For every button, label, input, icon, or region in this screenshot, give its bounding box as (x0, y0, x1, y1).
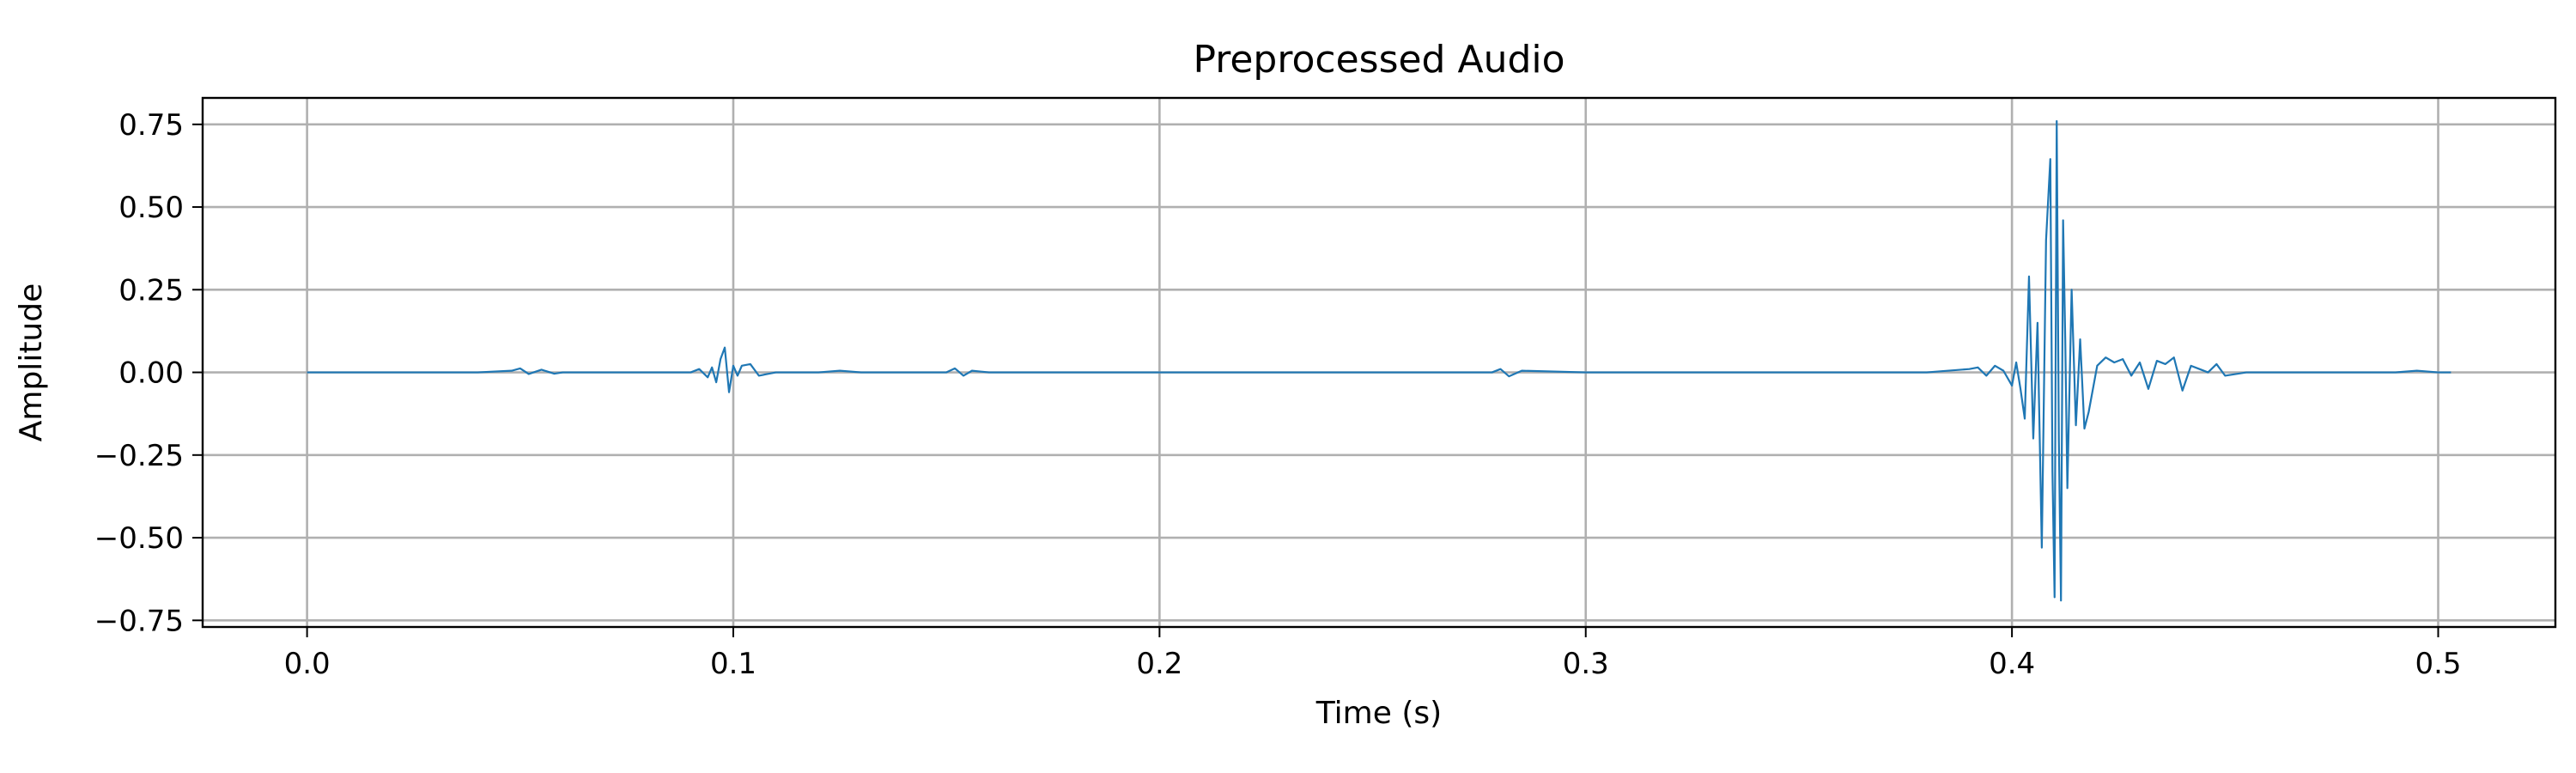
plot-frame (201, 96, 2557, 629)
y-tick-label: 0.50 (118, 191, 184, 225)
y-tick-label: 0.75 (118, 108, 184, 143)
x-tick-label: 0.4 (1989, 647, 2035, 681)
y-tick-label: −0.75 (94, 604, 184, 638)
x-tick-label: 0.3 (1563, 647, 1609, 681)
y-tick-label: −0.50 (94, 521, 184, 556)
x-tick-label: 0.2 (1136, 647, 1182, 681)
x-tick-label: 0.1 (710, 647, 756, 681)
x-tick-label: 0.5 (2415, 647, 2461, 681)
axis-ticks: 0.0 0.1 0.2 0.3 0.4 0.5 −0.75 −0.50 −0.25 0.00 0.2… (94, 108, 2462, 681)
waveform-line (307, 119, 2451, 602)
series-layer (307, 119, 2451, 602)
y-tick-label: 0.25 (118, 273, 184, 307)
y-tick-label: 0.00 (118, 356, 184, 391)
grid-lines (203, 98, 2555, 627)
x-axis-title: Time (s) (1315, 696, 1442, 731)
chart-title: Preprocessed Audio (1193, 38, 1564, 82)
x-tick-label: 0.0 (284, 647, 331, 681)
y-tick-label: −0.25 (94, 439, 184, 473)
y-axis-title: Amplitude (14, 283, 49, 441)
